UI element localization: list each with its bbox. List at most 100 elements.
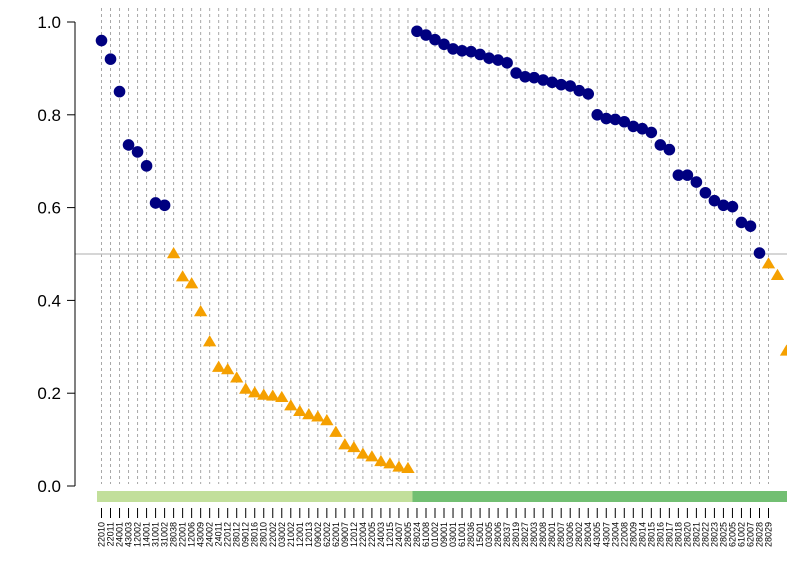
x-tick-label: 28036 — [466, 522, 476, 547]
x-tick-label: 24002 — [205, 522, 215, 547]
data-point — [420, 29, 432, 41]
data-point — [770, 268, 785, 281]
x-tick-label: 28038 — [169, 522, 179, 547]
x-tick-label: 24007 — [394, 522, 404, 547]
x-tick-label: 28024 — [412, 522, 422, 547]
x-tick-label: 23004 — [610, 522, 620, 547]
data-point — [140, 160, 153, 172]
data-point — [221, 363, 235, 375]
data-point — [456, 44, 468, 57]
y-tick-label: 0.4 — [37, 291, 61, 310]
x-tick-label: 28016 — [655, 522, 665, 547]
x-tick-label: 22001 — [178, 522, 188, 547]
data-point — [555, 78, 567, 91]
data-point — [717, 199, 730, 212]
data-point — [600, 112, 613, 125]
data-point — [761, 257, 776, 269]
data-point — [726, 200, 739, 213]
x-tick-label: 12013 — [304, 522, 314, 547]
data-point — [699, 186, 712, 199]
x-tick-label: 61001 — [457, 522, 467, 547]
x-tick-label: 61008 — [421, 522, 431, 547]
x-tick-label: 22002 — [268, 522, 278, 547]
data-point — [230, 371, 244, 383]
x-tick-label: 28028 — [754, 522, 764, 547]
x-tick-label: 09007 — [340, 522, 350, 547]
x-tick-label: 21002 — [286, 522, 296, 547]
data-point — [175, 270, 190, 282]
x-tick-label: 24003 — [376, 522, 386, 547]
x-tick-label: 12012 — [349, 522, 359, 547]
data-point — [744, 220, 757, 232]
data-point — [519, 70, 531, 83]
x-tick-label: 14001 — [142, 522, 152, 547]
data-point — [104, 53, 117, 65]
y-tick-label: 0.2 — [37, 384, 61, 403]
x-tick-label: 28001 — [547, 522, 557, 547]
x-tick-label: 43009 — [196, 522, 206, 547]
data-point — [537, 74, 549, 86]
x-tick-label: 28017 — [664, 522, 674, 547]
x-tick-label: 03006 — [565, 522, 575, 547]
x-tick-label: 28008 — [538, 522, 548, 547]
x-tick-label: 12015 — [385, 522, 395, 547]
x-tick-label: 28037 — [502, 522, 512, 547]
x-tick-label: 62005 — [727, 522, 737, 547]
x-tick-label: 28010 — [259, 522, 269, 547]
x-tick-label: 28023 — [709, 522, 719, 547]
group-segment — [412, 491, 787, 502]
data-point — [438, 38, 450, 51]
data-point — [645, 126, 658, 139]
data-point — [184, 277, 199, 289]
data-point — [510, 67, 522, 79]
group-segment — [96, 491, 413, 502]
data-point — [166, 247, 181, 259]
data-point — [609, 113, 622, 126]
x-tick-label: 22011 — [106, 522, 116, 546]
x-tick-label: 61002 — [736, 522, 746, 547]
data-point — [293, 404, 307, 416]
x-tick-label: 62007 — [745, 522, 755, 547]
x-tick-label: 28007 — [556, 522, 566, 547]
data-point — [374, 454, 388, 467]
data-point — [320, 414, 334, 426]
data-point — [392, 460, 406, 472]
x-tick-label: 43005 — [592, 522, 602, 547]
x-tick-label: 09002 — [313, 522, 323, 547]
data-point — [248, 386, 262, 398]
data-point — [564, 80, 577, 92]
x-tick-label: 28018 — [673, 522, 683, 547]
y-tick-label: 0.6 — [37, 199, 61, 218]
x-tick-label: 22012 — [223, 522, 233, 547]
data-point — [338, 438, 352, 450]
x-tick-label: 24001 — [115, 522, 125, 547]
x-tick-label: 12002 — [133, 522, 143, 547]
data-point — [654, 139, 667, 151]
x-tick-label: 28005 — [403, 522, 413, 547]
data-point — [302, 408, 316, 420]
data-point — [113, 85, 126, 98]
data-point — [347, 440, 361, 453]
data-point — [528, 71, 540, 84]
data-point — [483, 52, 495, 64]
x-tick-label: 28027 — [520, 522, 530, 547]
x-tick-label: 31001 — [151, 522, 161, 547]
x-tick-label: 43007 — [601, 522, 611, 547]
data-point — [266, 389, 280, 401]
data-point — [257, 388, 271, 400]
data-point — [618, 115, 631, 128]
data-point — [365, 450, 379, 462]
data-point — [582, 88, 595, 100]
data-points — [95, 25, 787, 474]
x-tick-label: 28020 — [682, 522, 692, 547]
data-point — [411, 25, 423, 38]
data-point — [636, 122, 649, 135]
data-point — [239, 382, 253, 394]
data-point — [203, 335, 217, 347]
data-point — [158, 199, 171, 212]
data-point — [447, 43, 459, 55]
x-tick-label: 28029 — [764, 522, 774, 547]
x-tick-label: 28003 — [529, 522, 539, 547]
data-point — [401, 461, 415, 474]
